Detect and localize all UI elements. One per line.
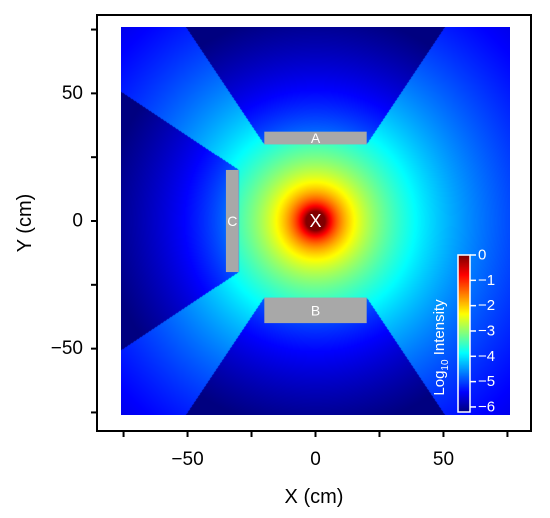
y-axis-title: Y (cm) (14, 194, 36, 253)
colorbar-tick-label: −2 (478, 297, 495, 314)
shield-label-a: A (311, 130, 321, 146)
colorbar-title: Log10 Intensity (431, 299, 451, 396)
source-label: X (309, 211, 321, 231)
shield-label-b: B (311, 302, 320, 318)
colorbar: 0 −1 −2 −3 −4 −5 −6 Log10 Intensity (431, 247, 495, 416)
y-tick-label: −50 (51, 338, 83, 359)
x-tick-label: 0 (310, 449, 321, 470)
shield-b (264, 297, 367, 324)
colorbar-gradient (458, 255, 470, 412)
colorbar-tick-label: −4 (478, 348, 495, 365)
heatmap-image (121, 27, 510, 415)
x-tick-label: 50 (433, 449, 454, 470)
colorbar-tick-label: −1 (478, 272, 495, 289)
shield-c (225, 169, 239, 273)
colorbar-border (457, 254, 471, 413)
colorbar-tick-label: −3 (478, 322, 495, 339)
y-tick-label: 0 (72, 211, 83, 232)
shield-a (264, 131, 367, 145)
x-tick-label: −50 (171, 449, 203, 470)
colorbar-title-main: Log (431, 371, 448, 396)
shields-layer: A B C (225, 130, 367, 324)
colorbar-tick-label: −5 (478, 373, 495, 390)
y-tick-label: 50 (62, 83, 83, 104)
shield-label-c: C (227, 213, 237, 229)
colorbar-tick-label: 0 (478, 247, 486, 264)
x-axis-title: X (cm) (285, 486, 344, 508)
colorbar-title-rest: Intensity (431, 299, 448, 360)
colorbar-title-sub: 10 (440, 359, 451, 371)
colorbar-tick-label: −6 (478, 398, 495, 415)
